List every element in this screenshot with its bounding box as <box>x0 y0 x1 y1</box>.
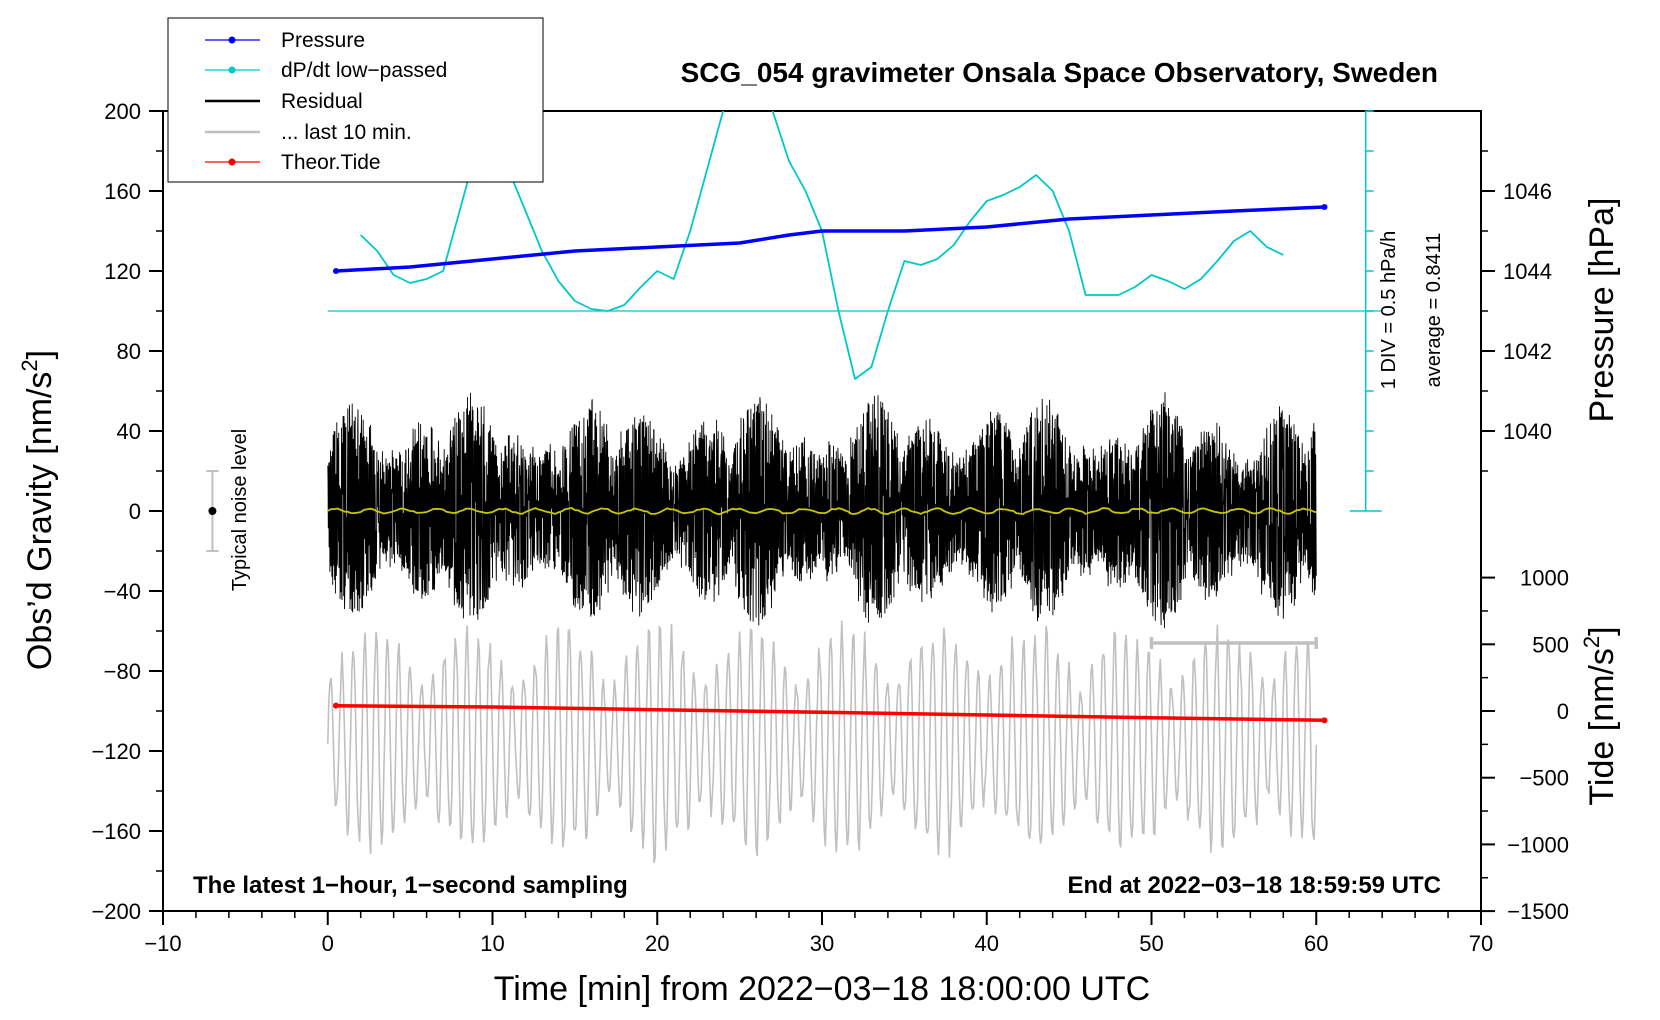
x-tick-label: 30 <box>810 931 834 956</box>
x-tick-label: 70 <box>1469 931 1493 956</box>
pressure-end-point <box>1321 204 1328 210</box>
y-tick-label: 40 <box>117 419 141 444</box>
y-axis-title-left-main: Obs’d Gravity [nm/s <box>21 372 59 671</box>
pressure-tick-label: 1040 <box>1503 419 1552 444</box>
residual-lowpass-line <box>327 506 1317 516</box>
y-tick-label: 160 <box>104 179 141 204</box>
tide-tick-label: −1000 <box>1507 832 1569 857</box>
dpdt-division-label: 1 DIV = 0.5 hPa/h <box>1378 231 1400 389</box>
y-axis-title-tide: Tide [nm/s2] <box>1579 626 1621 805</box>
x-tick-label: 0 <box>322 931 334 956</box>
pressure-tick-label: 1042 <box>1503 339 1552 364</box>
legend-last10-label: ... last 10 min. <box>281 121 412 144</box>
sampling-note: The latest 1−hour, 1−second sampling <box>193 872 628 899</box>
legend-box <box>167 17 544 183</box>
legend-pressure-marker <box>228 36 236 44</box>
y-axis-title-left: Obs’d Gravity [nm/s2] <box>17 350 59 670</box>
tide-start-point <box>332 702 339 709</box>
noise-level-label: Typical noise level <box>229 429 251 591</box>
y-tick-label: 200 <box>104 99 141 124</box>
legend: Pressure dP/dt low−passed Residual ... l… <box>167 17 544 183</box>
pressure-start-point <box>332 268 339 274</box>
y-tick-label: 120 <box>104 259 141 284</box>
y-tick-label: 0 <box>129 499 141 524</box>
tide-end-point <box>1321 717 1328 724</box>
series-layer <box>327 111 1383 863</box>
legend-tide-marker <box>228 158 236 166</box>
x-tick-label: −10 <box>144 931 181 956</box>
tide-tick-label: 1000 <box>1520 566 1569 591</box>
chart-title: SCG_054 gravimeter Onsala Space Observat… <box>681 57 1438 88</box>
y-tick-label: −80 <box>104 659 141 684</box>
tide-curve <box>335 703 1325 723</box>
legend-dpdt-label: dP/dt low−passed <box>281 59 447 82</box>
y-axis-title-tide-sup: 2 <box>1579 636 1604 648</box>
y-tick-label: 80 <box>117 339 141 364</box>
tide-tick-label: −500 <box>1519 766 1569 791</box>
tide-tick-label: 0 <box>1557 699 1569 724</box>
last10-trace <box>327 620 1318 863</box>
dpdt-average-label: average = 0.8411 <box>1423 233 1445 388</box>
y-axis-title-left-end: ] <box>21 350 59 359</box>
y-tick-label: −200 <box>91 899 141 924</box>
pressure-curve <box>335 205 1325 273</box>
end-time-note: End at 2022−03−18 18:59:59 UTC <box>1067 872 1441 899</box>
x-axis-title: Time [min] from 2022−03−18 18:00:00 UTC <box>494 970 1150 1008</box>
y-tick-label: −40 <box>104 579 141 604</box>
axes-layer: −10 0 10 20 30 40 50 60 70 −200 −160 −120 −80 −40 0 40 8… <box>91 99 1569 956</box>
y-axis-title-pressure: Pressure [hPa] <box>1583 198 1621 423</box>
residual-trace <box>327 392 1317 629</box>
y-axis-title-tide-end: ] <box>1583 626 1621 635</box>
tide-tick-label: −1500 <box>1507 899 1569 924</box>
pressure-tick-label: 1046 <box>1503 179 1552 204</box>
legend-pressure-label: Pressure <box>281 29 365 52</box>
y-tick-label: −160 <box>91 819 141 844</box>
x-tick-label: 40 <box>975 931 999 956</box>
tide-tick-label: 500 <box>1532 632 1569 657</box>
legend-tide-label: Theor.Tide <box>281 151 381 174</box>
y-axis-title-tide-main: Tide [nm/s <box>1583 648 1621 805</box>
legend-dpdt-marker <box>228 66 236 74</box>
noise-level-dot <box>208 507 217 515</box>
legend-residual-label: Residual <box>281 90 363 113</box>
pressure-tick-label: 1044 <box>1503 259 1552 284</box>
y-axis-title-left-sup: 2 <box>17 359 42 371</box>
x-tick-label: 50 <box>1139 931 1163 956</box>
x-tick-label: 10 <box>480 931 504 956</box>
x-tick-label: 20 <box>645 931 669 956</box>
y-tick-label: −120 <box>91 739 141 764</box>
x-tick-label: 60 <box>1304 931 1328 956</box>
